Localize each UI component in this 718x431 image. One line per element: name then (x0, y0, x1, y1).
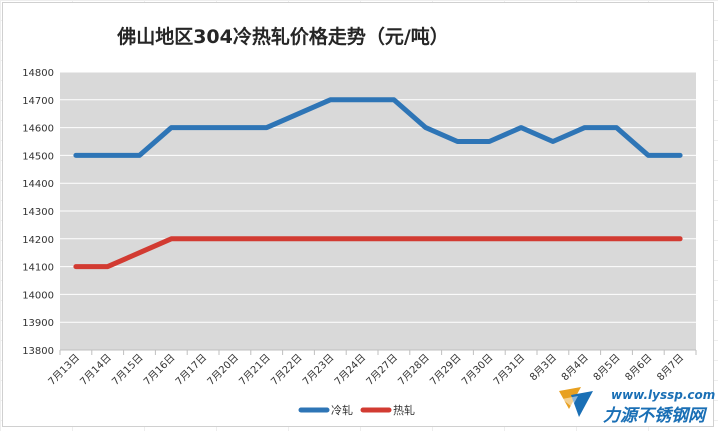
y-tick-label: 13800 (22, 346, 54, 357)
line-chart: 佛山地区304冷热轧价格走势（元/吨） 13800 13900 14000 14100… (22, 25, 715, 426)
x-tick-label: 7月13日 (46, 352, 82, 388)
x-tick-label: 8月7日 (655, 352, 687, 384)
y-axis-ticks: 13800 13900 14000 14100 14200 14300 14400 14500… (22, 68, 54, 357)
x-tick-label: 7月16日 (141, 352, 177, 388)
x-tick-label: 7月20日 (205, 352, 241, 388)
y-tick-label: 13900 (22, 318, 54, 329)
series-lines (73, 97, 683, 270)
y-tick-label: 14600 (22, 124, 54, 135)
legend-label: 冷轧 (331, 403, 353, 417)
x-tick-label: 7月27日 (364, 352, 400, 388)
chart-title: 佛山地区304冷热轧价格走势（元/吨） (116, 25, 449, 48)
x-tick-label: 7月31日 (491, 352, 527, 388)
chart-frame: 佛山地区304冷热轧价格走势（元/吨） 13800 13900 14000 14100… (2, 2, 715, 427)
series-line-0 (73, 97, 683, 158)
y-tick-label: 14400 (22, 179, 54, 190)
x-tick-label: 7月29日 (427, 352, 463, 388)
y-tick-label: 14100 (22, 263, 54, 274)
x-tick-label: 8月6日 (623, 352, 655, 384)
watermark-name: 力源不锈钢网 (603, 406, 708, 426)
x-axis-ticks: 7月13日7月14日7月15日7月16日7月17日7月20日7月21日7月22日… (46, 349, 697, 388)
legend: 冷轧 热轧 (298, 403, 415, 417)
y-tick-label: 14000 (22, 290, 54, 301)
x-tick-label: 7月30日 (459, 352, 495, 388)
x-tick-label: 7月23日 (300, 352, 336, 388)
x-tick-label: 8月5日 (591, 352, 623, 384)
y-tick-label: 14700 (22, 96, 54, 107)
series-line-1 (73, 236, 683, 270)
x-tick-label: 7月28日 (396, 352, 432, 388)
x-tick-label: 7月15日 (109, 352, 145, 388)
y-tick-label: 14200 (22, 235, 54, 246)
x-tick-label: 7月22日 (268, 352, 304, 388)
x-tick-label: 7月21日 (237, 352, 273, 388)
watermark-site: www.lyssp.com (611, 388, 715, 402)
y-tick-label: 14800 (22, 68, 54, 79)
x-tick-label: 8月3日 (527, 352, 559, 384)
legend-label: 热轧 (393, 403, 415, 417)
y-tick-label: 14300 (22, 207, 54, 218)
x-tick-label: 8月4日 (559, 352, 591, 384)
x-tick-label: 7月14日 (78, 352, 114, 388)
watermark: www.lyssp.com 力源不锈钢网 (559, 387, 715, 426)
x-tick-label: 7月17日 (173, 352, 209, 388)
logo-icon (559, 387, 593, 417)
y-tick-label: 14500 (22, 151, 54, 162)
x-tick-label: 7月24日 (332, 352, 368, 388)
